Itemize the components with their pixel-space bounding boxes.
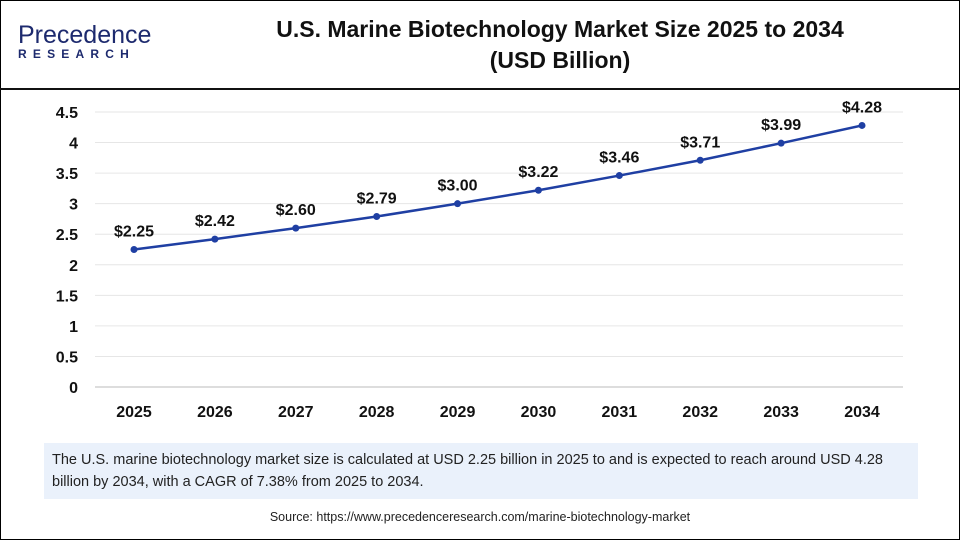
data-point [130, 246, 138, 253]
chart-title: U.S. Marine Biotechnology Market Size 20… [200, 14, 920, 76]
data-point [696, 156, 704, 164]
logo-subtext: RESEARCH [18, 47, 135, 61]
data-label: $2.79 [357, 191, 397, 208]
data-label: $2.60 [276, 202, 316, 219]
x-tick-label: 2031 [602, 404, 638, 421]
data-point [454, 200, 462, 208]
x-tick-label: 2027 [278, 404, 314, 421]
title-line: U.S. Marine Biotechnology Market Size 20… [276, 16, 844, 42]
data-point [292, 224, 300, 232]
y-tick-label: 1.5 [56, 288, 78, 305]
data-label: $2.25 [114, 224, 154, 241]
x-tick-label: 2028 [359, 404, 395, 421]
x-tick-label: 2029 [440, 404, 476, 421]
y-tick-label: 2 [69, 258, 78, 275]
y-tick-label: 4 [69, 136, 78, 153]
data-label: $3.46 [599, 150, 639, 167]
data-label: $4.28 [842, 99, 882, 116]
y-tick-label: 3.5 [56, 166, 78, 183]
logo: Precedence RESEARCH [18, 22, 158, 64]
data-point [211, 235, 219, 243]
y-tick-label: 1 [69, 319, 78, 336]
data-label: $3.00 [438, 178, 478, 195]
data-point [534, 186, 542, 194]
y-tick-label: 4.5 [56, 105, 78, 122]
y-tick-label: 3 [69, 197, 78, 214]
data-point [777, 139, 785, 147]
x-tick-label: 2030 [521, 404, 557, 421]
line-chart: 0 0.5 1 1.5 2 2.5 3 3.5 4 4.5 2025 2026 2027 2028 2029… [56, 99, 903, 421]
x-tick-label: 2033 [763, 404, 799, 421]
y-tick-label: 0.5 [56, 349, 78, 366]
data-point [615, 172, 623, 180]
y-tick-label: 0 [69, 380, 78, 397]
x-tick-label: 2032 [682, 404, 718, 421]
data-label: $2.42 [195, 213, 235, 230]
source-text: Source: https://www.precedenceresearch.c… [269, 510, 691, 524]
x-tick-label: 2026 [197, 404, 233, 421]
data-label: $3.22 [518, 164, 558, 181]
y-tick-label: 2.5 [56, 227, 78, 244]
subtitle-line: (USD Billion) [489, 47, 631, 73]
series-line [133, 124, 863, 251]
data-point [858, 121, 866, 129]
x-tick-label: 2034 [844, 404, 880, 421]
x-tick-label: 2025 [116, 404, 152, 421]
data-label: $3.71 [680, 134, 720, 151]
header-divider [0, 88, 960, 90]
data-point [373, 213, 381, 220]
data-label: $3.99 [761, 117, 801, 134]
logo-wordmark: Precedence [18, 21, 152, 49]
summary-note: The U.S. marine biotechnology market siz… [44, 443, 918, 499]
